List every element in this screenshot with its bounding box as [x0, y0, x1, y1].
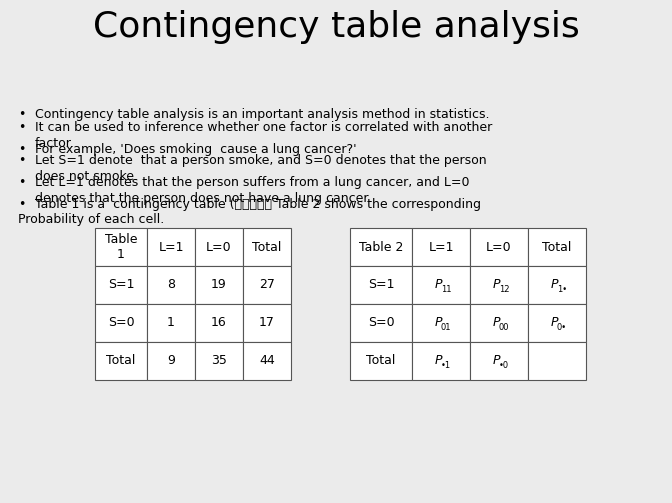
Text: 16: 16: [211, 316, 227, 329]
Bar: [350, 342, 412, 380]
Text: •: •: [18, 198, 26, 211]
Text: 12: 12: [499, 285, 509, 293]
Text: 00: 00: [499, 322, 509, 331]
Bar: [350, 266, 412, 304]
Text: P: P: [550, 279, 558, 292]
Text: 44: 44: [259, 355, 275, 368]
Bar: [195, 304, 243, 342]
Bar: [350, 228, 412, 266]
Text: L=0: L=0: [206, 240, 232, 254]
Text: L=0: L=0: [486, 240, 512, 254]
Bar: [470, 228, 528, 266]
Text: For example, 'Does smoking  cause a lung cancer?': For example, 'Does smoking cause a lung …: [35, 143, 357, 156]
Bar: [95, 228, 147, 266]
Bar: [412, 342, 470, 380]
Bar: [147, 266, 195, 304]
Bar: [95, 342, 147, 380]
Text: 35: 35: [211, 355, 227, 368]
Text: 11: 11: [441, 285, 452, 293]
Text: Total: Total: [366, 355, 396, 368]
Text: Total: Total: [542, 240, 572, 254]
Text: Let S=1 denote  that a person smoke, and S=0 denotes that the person
does not sm: Let S=1 denote that a person smoke, and …: [35, 154, 487, 183]
Bar: [195, 266, 243, 304]
Bar: [95, 266, 147, 304]
Bar: [147, 342, 195, 380]
Text: Probability of each cell.: Probability of each cell.: [18, 213, 164, 226]
Bar: [528, 304, 586, 342]
Text: S=0: S=0: [108, 316, 134, 329]
Bar: [195, 228, 243, 266]
Bar: [412, 228, 470, 266]
Text: 17: 17: [259, 316, 275, 329]
Text: S=1: S=1: [108, 279, 134, 292]
Bar: [528, 266, 586, 304]
Text: It can be used to inference whether one factor is correlated with another
factor: It can be used to inference whether one …: [35, 121, 493, 150]
Text: P: P: [434, 316, 442, 329]
Text: Total: Total: [252, 240, 282, 254]
Bar: [528, 342, 586, 380]
Text: S=1: S=1: [368, 279, 394, 292]
Bar: [243, 266, 291, 304]
Text: •: •: [18, 154, 26, 167]
Text: P: P: [434, 355, 442, 368]
Text: 8: 8: [167, 279, 175, 292]
Bar: [243, 342, 291, 380]
Text: 01: 01: [441, 322, 452, 331]
Text: 9: 9: [167, 355, 175, 368]
Text: P: P: [493, 279, 500, 292]
Text: Let L=1 denotes that the person suffers from a lung cancer, and L=0
denotes that: Let L=1 denotes that the person suffers …: [35, 176, 470, 205]
Bar: [243, 304, 291, 342]
Text: •1: •1: [441, 361, 451, 370]
Text: L=1: L=1: [428, 240, 454, 254]
Text: Total: Total: [106, 355, 136, 368]
Bar: [412, 304, 470, 342]
Bar: [195, 342, 243, 380]
Bar: [243, 228, 291, 266]
Text: P: P: [550, 316, 558, 329]
Bar: [95, 304, 147, 342]
Text: S=0: S=0: [368, 316, 394, 329]
Text: 27: 27: [259, 279, 275, 292]
Bar: [147, 304, 195, 342]
Text: Table 2: Table 2: [359, 240, 403, 254]
Text: 1: 1: [167, 316, 175, 329]
Text: P: P: [493, 316, 500, 329]
Bar: [412, 266, 470, 304]
Bar: [470, 266, 528, 304]
Text: •0: •0: [499, 361, 509, 370]
Text: P: P: [493, 355, 500, 368]
Bar: [147, 228, 195, 266]
Text: Contingency table analysis: Contingency table analysis: [93, 10, 579, 44]
Text: Table 1 is a  contingency table (列联表）， Table 2 shows the corresponding: Table 1 is a contingency table (列联表）， Ta…: [35, 198, 481, 211]
Text: Contingency table analysis is an important analysis method in statistics.: Contingency table analysis is an importa…: [35, 108, 489, 121]
Text: •: •: [18, 143, 26, 156]
Bar: [470, 304, 528, 342]
Text: 19: 19: [211, 279, 227, 292]
Text: Table
1: Table 1: [105, 233, 137, 261]
Text: •: •: [18, 121, 26, 134]
Bar: [470, 342, 528, 380]
Text: P: P: [434, 279, 442, 292]
Text: •: •: [18, 176, 26, 189]
Text: 1•: 1•: [557, 285, 567, 293]
Bar: [350, 304, 412, 342]
Text: 0•: 0•: [557, 322, 567, 331]
Text: L=1: L=1: [158, 240, 183, 254]
Text: •: •: [18, 108, 26, 121]
Bar: [528, 228, 586, 266]
